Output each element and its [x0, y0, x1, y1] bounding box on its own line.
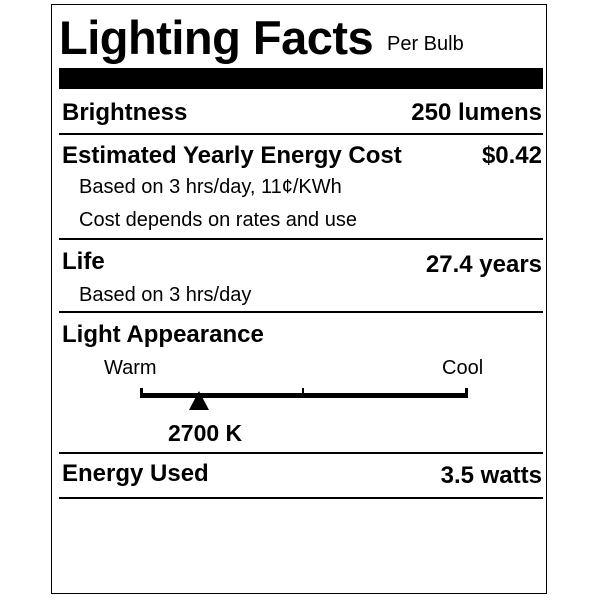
title-bar: [59, 68, 543, 89]
color-temperature-value: 2700 K: [168, 420, 243, 446]
energy-cost-note: Cost depends on rates and use: [79, 209, 357, 231]
divider: [59, 452, 543, 454]
energy-used-label: Energy Used: [62, 460, 209, 487]
color-temperature-scale: [140, 393, 468, 398]
scale-tick: [465, 388, 468, 398]
energy-cost-note: Based on 3 hrs/day, 11¢/KWh: [79, 176, 342, 198]
warm-label: Warm: [104, 357, 157, 379]
lighting-facts-label: [51, 4, 547, 594]
label-title: Lighting Facts: [59, 11, 374, 64]
brightness-label: Brightness: [62, 99, 188, 126]
cool-label: Cool: [442, 357, 484, 379]
energy-used-value: 3.5 watts: [440, 462, 542, 489]
scale-tick: [302, 388, 304, 398]
label-subtitle: Per Bulb: [387, 33, 464, 55]
life-value: 27.4 years: [425, 251, 542, 278]
brightness-value: 250 lumens: [411, 99, 542, 126]
life-note: Based on 3 hrs/day: [79, 284, 252, 306]
energy-cost-label: Estimated Yearly Energy Cost: [62, 142, 402, 169]
life-label: Life: [62, 248, 105, 275]
divider: [59, 497, 543, 499]
temperature-marker-icon: [189, 391, 210, 410]
light-appearance-label: Light Appearance: [62, 321, 264, 348]
scale-tick: [140, 388, 143, 398]
energy-cost-value: $0.42: [481, 142, 542, 169]
divider: [59, 311, 543, 313]
divider: [59, 133, 543, 135]
divider: [59, 238, 543, 240]
